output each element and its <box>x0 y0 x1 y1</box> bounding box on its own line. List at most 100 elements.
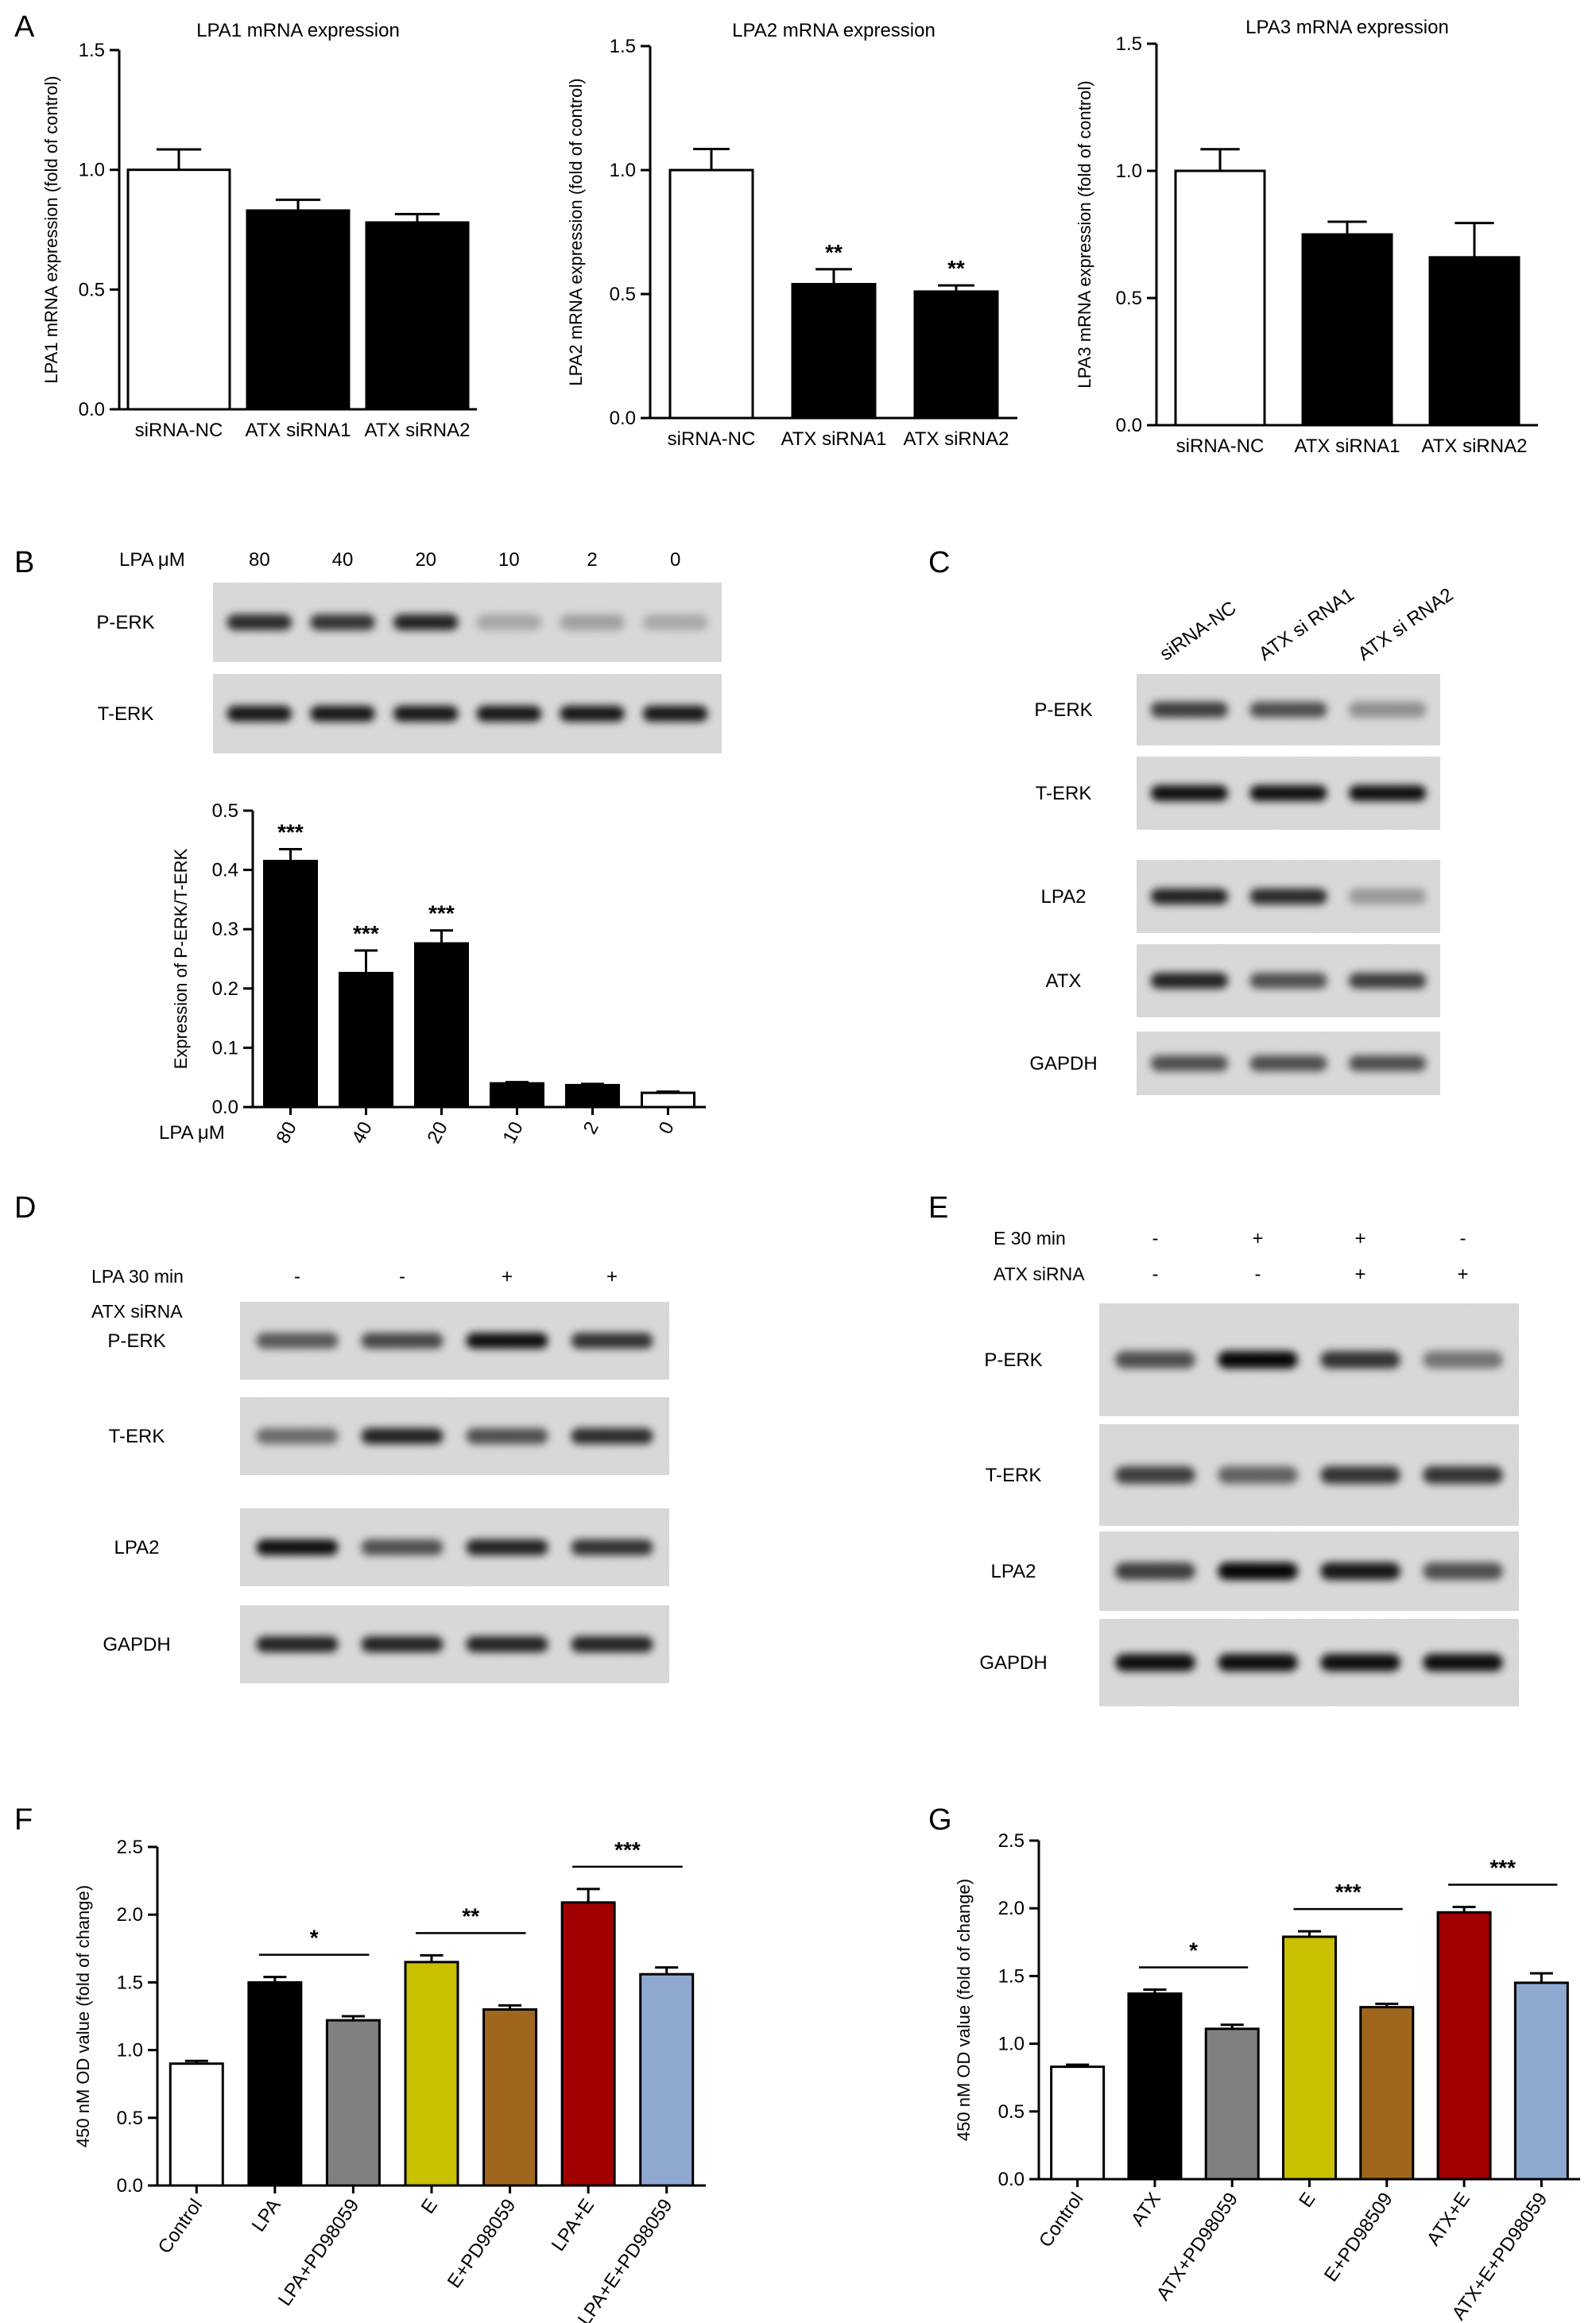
chart-title: LPA3 mRNA expression <box>1245 17 1449 38</box>
comparison-label: *** <box>1335 1880 1362 1904</box>
x-tick-label: 80 <box>272 1118 300 1147</box>
blot-row-label: P-ERK <box>1034 699 1092 721</box>
panel-letter-a: A <box>14 10 35 44</box>
bar <box>1436 1911 1492 2181</box>
y-tick-label: 2.5 <box>998 1830 1025 1852</box>
comparison-label: ** <box>462 1903 479 1928</box>
condition-value: - <box>399 1266 405 1287</box>
blot-row-label: GAPDH <box>103 1634 170 1655</box>
y-axis-label: LPA3 mRNA expression (fold of control) <box>1075 80 1094 388</box>
bar <box>913 290 999 420</box>
blot-row-label: LPA2 <box>991 1561 1036 1582</box>
blot-band <box>1423 1466 1503 1484</box>
lane-label: ATX si RNA1 <box>1255 584 1358 665</box>
y-tick-label: 0.0 <box>610 408 636 429</box>
blot-band <box>1320 1562 1400 1580</box>
y-tick-label: 0.2 <box>212 978 238 1000</box>
lane-label: 20 <box>415 549 436 571</box>
x-tick-label: E+PD98509 <box>1320 2189 1397 2286</box>
blot-band <box>571 1636 653 1652</box>
blot-band <box>1218 1466 1298 1484</box>
x-tick-label: ATX+PD98059 <box>1152 2189 1242 2305</box>
comparison-label: * <box>310 1926 319 1950</box>
blot-band <box>1150 1055 1228 1071</box>
significance-label: *** <box>277 819 304 844</box>
y-tick-label: 0.5 <box>79 279 105 300</box>
y-tick-label: 2.0 <box>117 1904 143 1926</box>
y-tick-label: 0.0 <box>1116 415 1142 436</box>
blot-band <box>1249 889 1327 904</box>
y-tick-label: 0.5 <box>117 2108 143 2129</box>
blot-band <box>256 1428 339 1444</box>
significance-label: ** <box>947 256 965 281</box>
lane-label: siRNA-NC <box>1156 597 1240 665</box>
y-tick-label: 0.0 <box>998 2169 1025 2190</box>
blot-row-label: GAPDH <box>1029 1053 1097 1074</box>
blot-band <box>1115 1654 1195 1671</box>
blot-row-label: T-ERK <box>109 1426 165 1447</box>
blot-band <box>227 614 292 630</box>
condition-value: - <box>1255 1264 1261 1285</box>
blot-band <box>1423 1351 1503 1369</box>
blot-band <box>560 614 625 630</box>
blot-row-label: LPA2 <box>1041 886 1087 908</box>
bar <box>1301 233 1393 427</box>
bar <box>246 209 351 411</box>
blot-row-label: P-ERK <box>984 1349 1042 1371</box>
y-tick-label: 2.5 <box>117 1837 143 1858</box>
condition-value: - <box>294 1266 300 1287</box>
blot-band <box>361 1539 444 1555</box>
condition-value: + <box>1354 1228 1366 1249</box>
x-tick-label: LPA+PD98059 <box>274 2195 364 2310</box>
bar <box>1513 1981 1569 2181</box>
y-tick-label: 1.5 <box>1116 33 1142 55</box>
bar <box>668 168 754 420</box>
blot-row-label: T-ERK <box>986 1465 1042 1486</box>
y-tick-label: 1.5 <box>79 40 105 61</box>
blot-band <box>393 706 459 722</box>
x-tick-label: siRNA-NC <box>1176 436 1265 457</box>
y-tick-label: 0.0 <box>212 1097 238 1118</box>
y-tick-label: 1.0 <box>1116 161 1142 182</box>
y-tick-label: 1.0 <box>117 2040 143 2062</box>
x-tick-label: ATX siRNA1 <box>781 428 887 450</box>
panel-letter-c: C <box>928 546 950 579</box>
blot-band <box>256 1636 339 1652</box>
y-tick-label: 0.1 <box>212 1037 238 1059</box>
blot-band <box>466 1333 548 1349</box>
bar <box>1174 169 1266 427</box>
bar <box>414 942 469 1109</box>
lane-label: 80 <box>249 549 270 571</box>
condition-value: + <box>502 1266 513 1287</box>
bar <box>404 1961 459 2187</box>
blot-row-label: LPA2 <box>114 1537 160 1558</box>
x-tick-label: LPA+E <box>548 2195 598 2255</box>
x-tick-label: siRNA-NC <box>135 420 223 441</box>
x-tick-label: 40 <box>347 1118 376 1147</box>
x-tick-label: ATX+E <box>1423 2189 1474 2250</box>
condition-value: + <box>1252 1228 1263 1249</box>
blot-band <box>1349 973 1427 989</box>
chart-f: 0.0 0.5 1.0 1.5 2.0 2.5 450 nM OD value (fold … <box>73 1837 706 2323</box>
condition-value: + <box>606 1266 618 1287</box>
blot-band <box>1249 973 1327 989</box>
blot-panel-e: E 30 min - + + - ATX siRNA - - + + P-ERK T-ERK LPA2 G… <box>979 1228 1519 1706</box>
blot-band <box>1320 1466 1400 1484</box>
blot-band <box>1249 702 1327 718</box>
x-tick-label: ATX siRNA2 <box>1422 436 1528 457</box>
condition-label: ATX siRNA <box>994 1264 1085 1284</box>
bar <box>1050 2066 1106 2181</box>
blot-band <box>1320 1654 1400 1671</box>
blot-band <box>1249 785 1327 801</box>
y-tick-label: 0.0 <box>79 399 105 420</box>
panel-letter-d: D <box>14 1191 36 1225</box>
condition-label: E 30 min <box>994 1228 1066 1249</box>
blot-band <box>1150 889 1228 904</box>
blot-band <box>1115 1351 1195 1369</box>
panel-letter-e: E <box>928 1191 948 1225</box>
y-tick-label: 1.5 <box>117 1972 143 1993</box>
blot-row-label: GAPDH <box>979 1652 1047 1674</box>
y-tick-label: 1.0 <box>79 160 105 181</box>
blot-band <box>361 1636 444 1652</box>
